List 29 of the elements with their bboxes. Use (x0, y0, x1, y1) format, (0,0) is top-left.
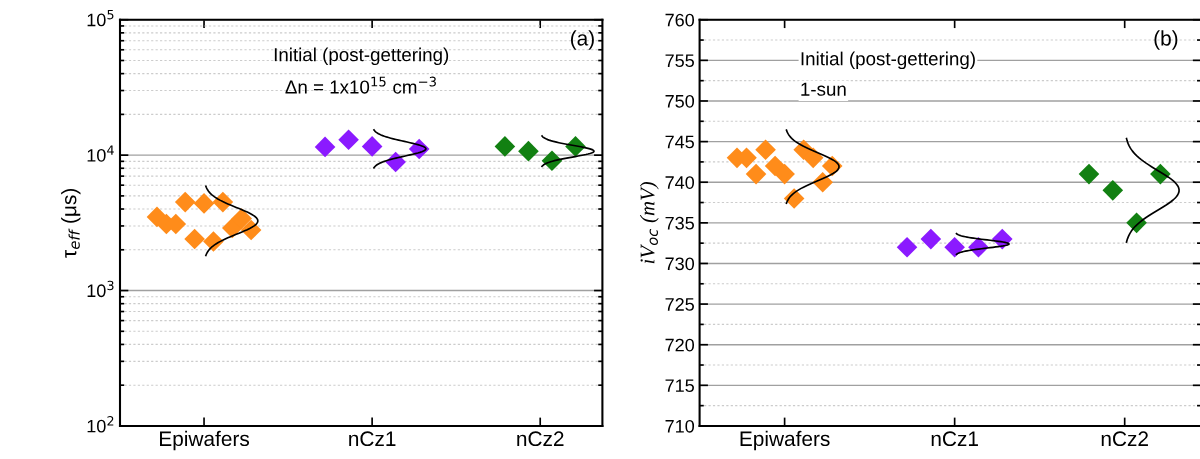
annotation: Initial (post-gettering) (274, 47, 449, 66)
y-axis-title: iV$_{oc}$ (mV) (639, 181, 659, 264)
x-tick-label: nCz2 (517, 431, 564, 447)
x-tick-label: nCz2 (1101, 431, 1148, 447)
y-tick-label: 10$^{4}$ (87, 145, 114, 162)
y-tick-label: 760 (665, 13, 695, 27)
y-tick-label: 735 (665, 216, 694, 230)
annotation: Δn = 1x10$^{15}$ cm$^{−3}$ (285, 76, 436, 94)
x-tick-label: Epiwafers (160, 430, 250, 451)
y-tick-label: 10$^{5}$ (87, 10, 114, 27)
y-tick-label: 710 (665, 419, 695, 433)
x-tick-label: nCz1 (349, 431, 396, 447)
y-tick-label: 730 (665, 257, 695, 271)
y-tick-label: 755 (665, 54, 694, 68)
y-tick-label: 740 (665, 176, 695, 189)
annotation: (b) (1154, 30, 1178, 50)
x-tick-label: nCz1 (931, 431, 978, 447)
y-tick-label: 10$^{2}$ (87, 416, 114, 433)
y-tick-label: 745 (665, 135, 694, 149)
y-tick-label: 720 (665, 338, 695, 352)
y-axis-title: τ$_{eff}$ (μs) (61, 189, 81, 258)
annotation: (a) (571, 30, 594, 50)
y-tick-label: 10$^{3}$ (87, 280, 114, 298)
y-tick-label: 750 (665, 94, 695, 108)
y-tick-label: 715 (665, 379, 694, 393)
x-tick-label: Epiwafers (740, 430, 830, 451)
annotation: 1-sun (801, 82, 846, 96)
annotation: Initial (post-gettering) (801, 51, 975, 70)
y-tick-label: 725 (665, 298, 694, 311)
